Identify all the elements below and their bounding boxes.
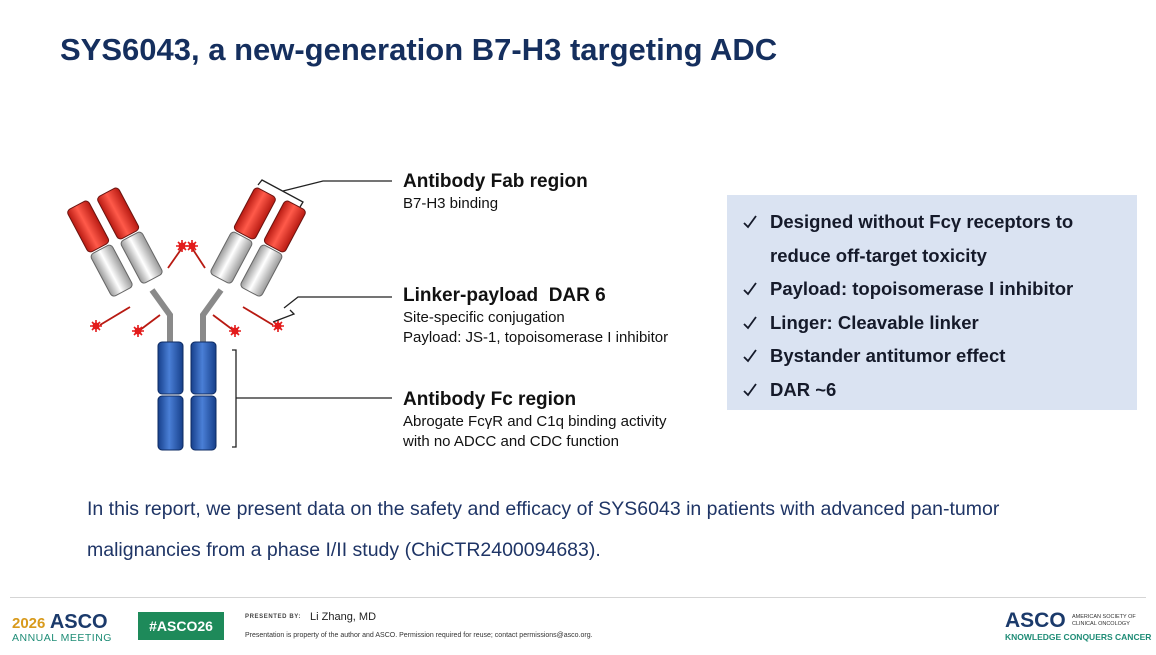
logo-meeting: ANNUAL MEETING xyxy=(12,632,112,644)
highlight-text: Designed without Fcγ receptors to reduce… xyxy=(770,211,1074,266)
highlight-text: DAR ~6 xyxy=(770,378,837,400)
presented-by: PRESENTED BY: xyxy=(245,614,302,620)
antibody-diagram xyxy=(65,179,392,451)
highlights-list: Designed without Fcγ receptors to reduce… xyxy=(727,195,1137,406)
hashtag: #ASCO26 xyxy=(138,612,224,640)
label-text: Abrogate FcγR and C1q binding activity xyxy=(403,413,667,430)
highlight-item: Designed without Fcγ receptors to reduce… xyxy=(727,205,1117,272)
highlight-text: Payload: topoisomerase I inhibitor xyxy=(770,278,1074,299)
highlight-item: Bystander antitumor effect xyxy=(727,339,1117,373)
check-icon xyxy=(743,215,757,229)
label-text: B7-H3 binding xyxy=(403,195,499,212)
fab-label: Antibody Fab region B7-H3 binding xyxy=(403,170,588,214)
slide-title: SYS6043, a new-generation B7-H3 targetin… xyxy=(60,32,778,67)
disclaimer: Presentation is property of the author a… xyxy=(245,632,593,639)
label-text: with no ADCC and CDC function xyxy=(403,433,619,450)
linker-label: Linker-payload DAR 6 Site-specific conju… xyxy=(403,284,668,348)
society-logo: ASCO xyxy=(1005,609,1066,632)
fc-label: Antibody Fc region Abrogate FcγR and C1q… xyxy=(403,388,666,452)
summary-text: In this report, we present data on the s… xyxy=(87,498,1000,561)
label-text: Site-specific conjugation xyxy=(403,309,565,326)
logo-brand: ASCO xyxy=(49,611,108,633)
check-icon xyxy=(743,382,757,396)
check-icon xyxy=(743,349,757,363)
footer-rule xyxy=(10,597,1146,598)
check-icon xyxy=(743,282,757,296)
highlights-box: Designed without Fcγ receptors to reduce… xyxy=(727,195,1137,410)
label-heading: Antibody Fc region xyxy=(403,389,577,410)
label-text: Payload: JS-1, topoisomerase I inhibitor xyxy=(403,329,669,346)
presenter: Li Zhang, MD xyxy=(310,611,377,623)
highlight-item: DAR ~6 xyxy=(727,373,1117,407)
tagline: KNOWLEDGE CONQUERS CANCER xyxy=(1005,632,1152,642)
highlight-text: Bystander antitumor effect xyxy=(770,345,1006,366)
check-mark xyxy=(743,382,757,396)
check-mark xyxy=(743,215,757,229)
meeting-logo: 2026 ASCO ANNUAL MEETING xyxy=(12,611,112,644)
check-mark xyxy=(743,315,757,329)
check-mark xyxy=(743,282,757,296)
society-name: AMERICAN SOCIETY OF CLINICAL ONCOLOGY xyxy=(1072,614,1136,627)
check-mark xyxy=(743,349,757,363)
logo-year: 2026 xyxy=(12,615,46,632)
highlight-text: Linger: Cleavable linker xyxy=(770,311,979,333)
label-heading: Antibody Fab region xyxy=(403,171,588,192)
highlight-item: Linger: Cleavable linker xyxy=(727,306,1117,340)
check-icon xyxy=(743,315,757,329)
highlight-item: Payload: topoisomerase I inhibitor xyxy=(727,272,1117,306)
label-heading: Linker-payload DAR 6 xyxy=(403,285,606,306)
